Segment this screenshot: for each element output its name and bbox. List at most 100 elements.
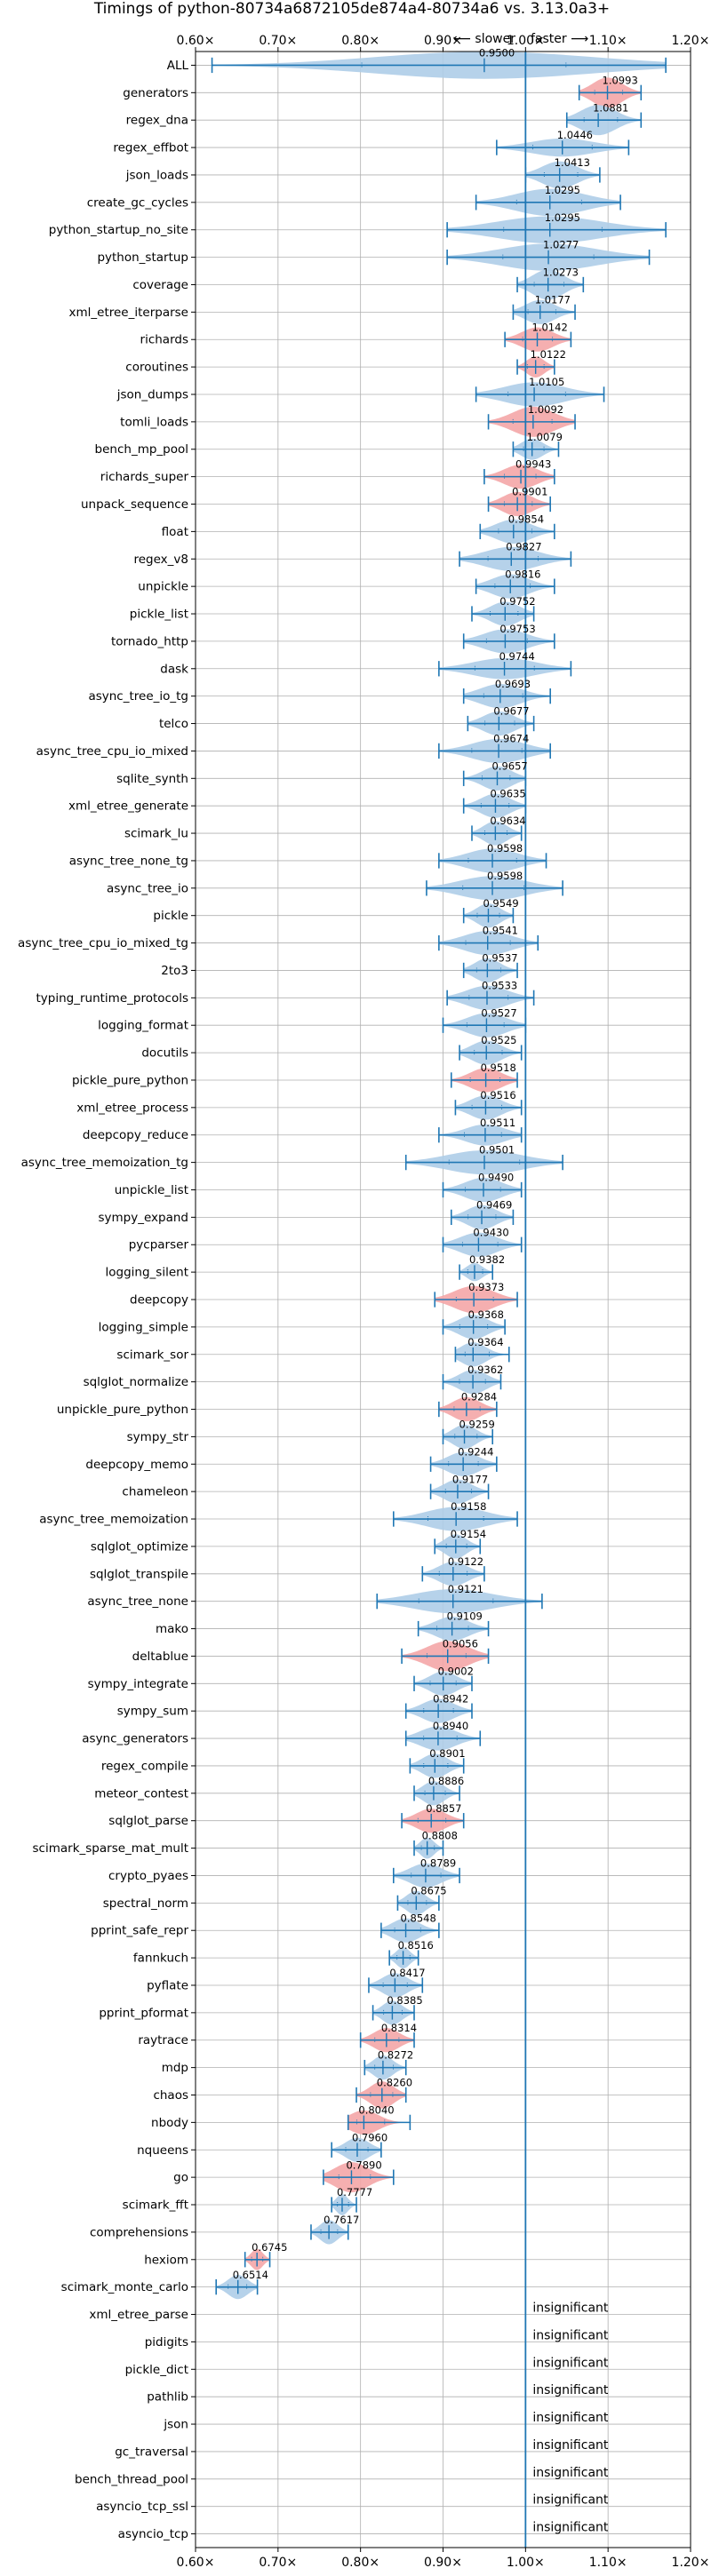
value-label: 0.9430 xyxy=(473,1226,508,1238)
value-label: 1.0105 xyxy=(529,376,564,388)
benchmark-label: coverage xyxy=(132,278,188,292)
insignificant-label: insignificant xyxy=(532,2438,609,2453)
value-label: 0.9382 xyxy=(469,1253,505,1266)
benchmark-label: float xyxy=(162,525,188,539)
value-label: 0.8789 xyxy=(420,1857,456,1870)
benchmark-label: regex_dna xyxy=(126,114,188,128)
benchmark-label: create_gc_cycles xyxy=(87,195,188,210)
benchmark-label: pickle xyxy=(153,909,188,923)
value-label: 0.9901 xyxy=(512,486,547,498)
x-tick-label-top: 1.00× xyxy=(507,34,545,48)
x-tick-label-bottom: 1.10× xyxy=(589,2556,627,2570)
benchmark-label: sqlglot_optimize xyxy=(91,1539,188,1554)
violin-layer xyxy=(212,52,667,2300)
value-label: 0.8901 xyxy=(429,1747,465,1760)
value-label: 0.8272 xyxy=(378,2049,413,2062)
subtitle-slower: ⟵ slower xyxy=(453,32,515,46)
benchmark-label: unpickle xyxy=(138,580,188,594)
insignificant-label: insignificant xyxy=(532,2383,609,2397)
x-tick-label-top: 0.60× xyxy=(177,34,215,48)
benchmark-label: sympy_integrate xyxy=(88,1677,188,1691)
value-label: 0.9753 xyxy=(499,623,535,635)
benchmark-label: chaos xyxy=(153,2088,188,2103)
value-label: 0.9121 xyxy=(448,1583,483,1595)
value-label: 0.9158 xyxy=(451,1500,486,1513)
benchmark-label: pycparser xyxy=(129,1238,189,1252)
value-label: 0.9244 xyxy=(458,1445,493,1458)
value-label: 0.8260 xyxy=(377,2077,412,2089)
value-label: 1.0142 xyxy=(532,321,568,333)
benchmark-label: pyflate xyxy=(147,1978,188,1992)
benchmark-label: mako xyxy=(156,1622,188,1636)
value-label: 0.9744 xyxy=(499,650,535,663)
benchmark-label: typing_runtime_protocols xyxy=(36,991,189,1006)
benchmark-label: bench_mp_pool xyxy=(95,442,188,457)
benchmark-label: docutils xyxy=(141,1046,188,1061)
benchmark-label: unpickle_pure_python xyxy=(57,1403,188,1417)
benchmark-label: tomli_loads xyxy=(120,415,188,429)
benchmark-label: sympy_str xyxy=(127,1430,189,1444)
benchmark-label: logging_simple xyxy=(99,1320,188,1334)
value-label: 0.8516 xyxy=(398,1939,434,1952)
value-label: 0.7960 xyxy=(352,2131,387,2143)
value-label: 0.9109 xyxy=(447,1610,483,1623)
benchmark-label: async_tree_memoization_tg xyxy=(21,1156,188,1170)
insignificant-label: insignificant xyxy=(532,2466,609,2480)
benchmark-label: scimark_lu xyxy=(124,827,188,841)
insignificant-label: insignificant xyxy=(532,2521,609,2535)
benchmark-label: xml_etree_iterparse xyxy=(69,306,189,320)
mark-layer xyxy=(211,57,667,2295)
benchmark-label: deepcopy_memo xyxy=(85,1458,188,1472)
benchmark-label: regex_effbot xyxy=(113,141,188,155)
value-label: 0.9827 xyxy=(506,540,541,553)
benchmark-label: scimark_fft xyxy=(123,2198,188,2213)
benchmark-label: regex_compile xyxy=(101,1759,188,1773)
benchmark-label: async_tree_io_tg xyxy=(88,689,188,704)
insignificant-label: insignificant xyxy=(532,2302,609,2316)
benchmark-label: sympy_sum xyxy=(117,1705,188,1719)
benchmark-label: gc_traversal xyxy=(115,2445,188,2459)
benchmark-label: logging_format xyxy=(98,1019,188,1033)
benchmark-label: sqlglot_normalize xyxy=(84,1375,188,1389)
benchmark-label: pprint_pformat xyxy=(99,2006,188,2020)
value-label: 0.9657 xyxy=(491,759,527,772)
value-label: 0.7777 xyxy=(337,2186,372,2198)
benchmark-label: generators xyxy=(123,86,188,100)
benchmark-label: hexiom xyxy=(144,2253,188,2267)
benchmark-label: sqlglot_transpile xyxy=(90,1567,188,1581)
value-label: 1.0122 xyxy=(531,348,566,361)
value-label: 0.9525 xyxy=(481,1034,516,1046)
benchmark-label: scimark_sparse_mat_mult xyxy=(33,1841,188,1856)
value-label: 1.0092 xyxy=(528,403,563,416)
benchmark-label: richards xyxy=(140,333,188,347)
benchmark-label: xml_etree_process xyxy=(76,1101,188,1115)
value-label: 0.9674 xyxy=(493,733,529,745)
value-label: 0.9373 xyxy=(468,1281,504,1293)
benchmark-label: async_tree_memoization xyxy=(39,1513,188,1527)
value-label: 0.9362 xyxy=(467,1364,503,1376)
value-label: 0.9752 xyxy=(499,595,535,608)
benchmark-label: scimark_monte_carlo xyxy=(61,2280,188,2294)
value-label: 0.9490 xyxy=(478,1172,514,1184)
benchmark-label: meteor_contest xyxy=(94,1786,188,1801)
x-tick-label-bottom: 0.90× xyxy=(424,2556,462,2570)
value-label: 1.0079 xyxy=(527,431,563,443)
value-label: 0.7890 xyxy=(346,2159,381,2171)
value-label: 0.9598 xyxy=(487,842,523,855)
value-label: 0.9533 xyxy=(482,979,517,991)
value-label: 0.7617 xyxy=(324,2214,359,2226)
value-label: 0.9469 xyxy=(476,1198,512,1211)
benchmark-label: chameleon xyxy=(122,1485,188,1499)
benchmark-label: comprehensions xyxy=(90,2225,188,2239)
value-label: 0.9816 xyxy=(505,568,540,580)
benchmark-label: asyncio_tcp_ssl xyxy=(96,2500,188,2514)
benchmark-label: async_tree_none xyxy=(87,1594,188,1609)
value-label: 1.0413 xyxy=(555,156,590,169)
value-label: 0.9943 xyxy=(515,458,551,471)
insignificant-label: insignificant xyxy=(532,2328,609,2342)
value-label: 0.9537 xyxy=(482,952,517,965)
benchmark-label: crypto_pyaes xyxy=(108,1869,188,1883)
benchmark-label: xml_etree_parse xyxy=(89,2308,188,2322)
value-label: 0.9364 xyxy=(467,1336,503,1348)
benchmark-label: async_generators xyxy=(82,1732,188,1746)
